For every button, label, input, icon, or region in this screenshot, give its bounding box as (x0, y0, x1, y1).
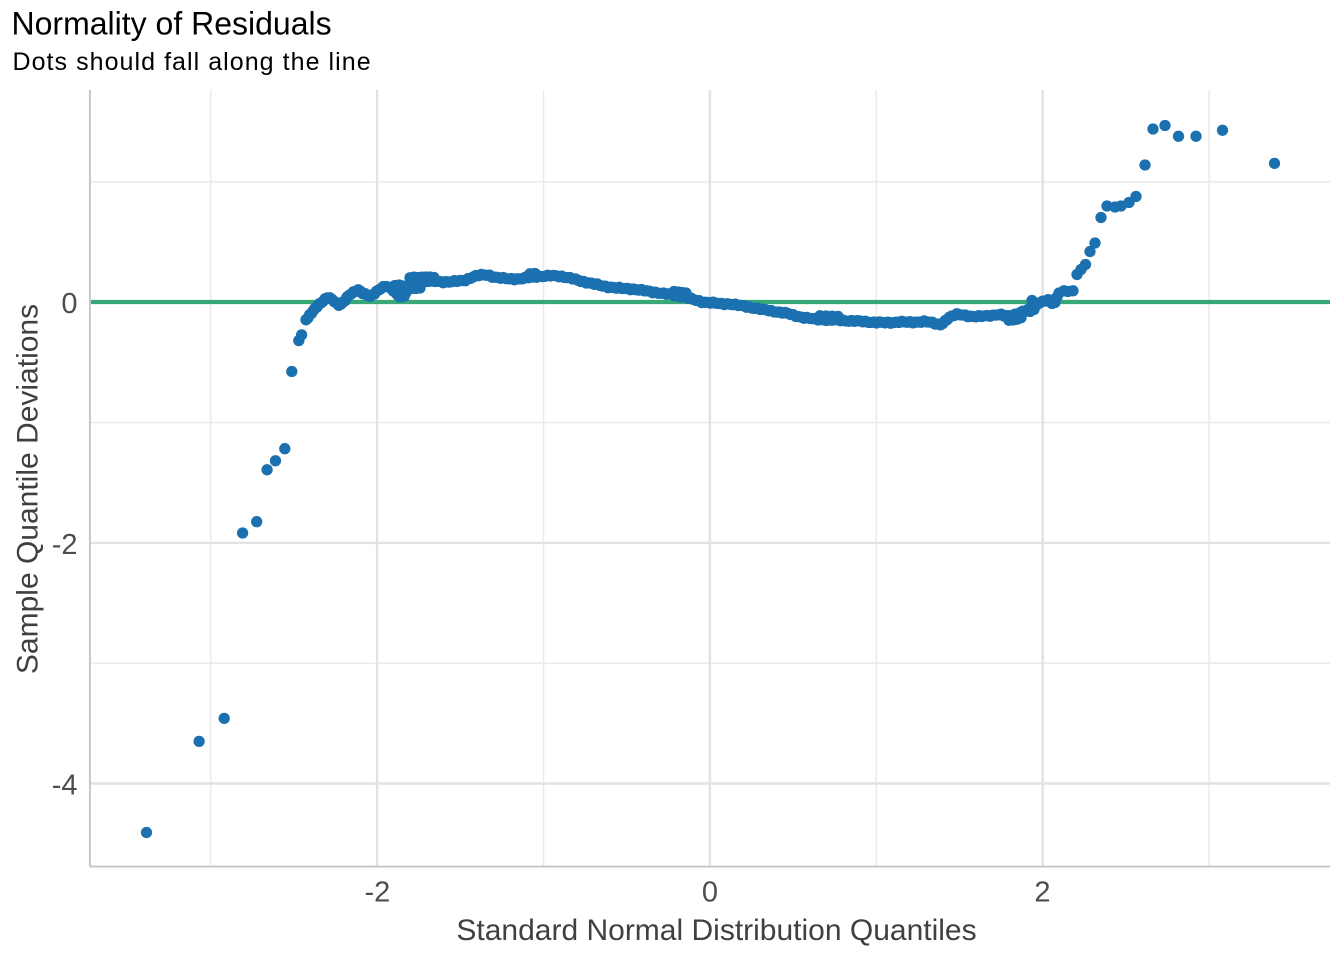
svg-text:2: 2 (1034, 877, 1050, 909)
svg-text:0: 0 (702, 877, 718, 909)
svg-text:-2: -2 (365, 877, 391, 909)
svg-text:Dots should fall along the lin: Dots should fall along the line (13, 48, 372, 76)
svg-text:Normality of Residuals: Normality of Residuals (12, 6, 332, 42)
svg-text:-4: -4 (52, 770, 78, 802)
svg-text:Sample Quantile Deviations: Sample Quantile Deviations (12, 304, 45, 674)
svg-text:Standard Normal Distribution Q: Standard Normal Distribution Quantiles (456, 914, 976, 947)
svg-text:-2: -2 (52, 529, 78, 561)
svg-text:0: 0 (61, 288, 77, 320)
